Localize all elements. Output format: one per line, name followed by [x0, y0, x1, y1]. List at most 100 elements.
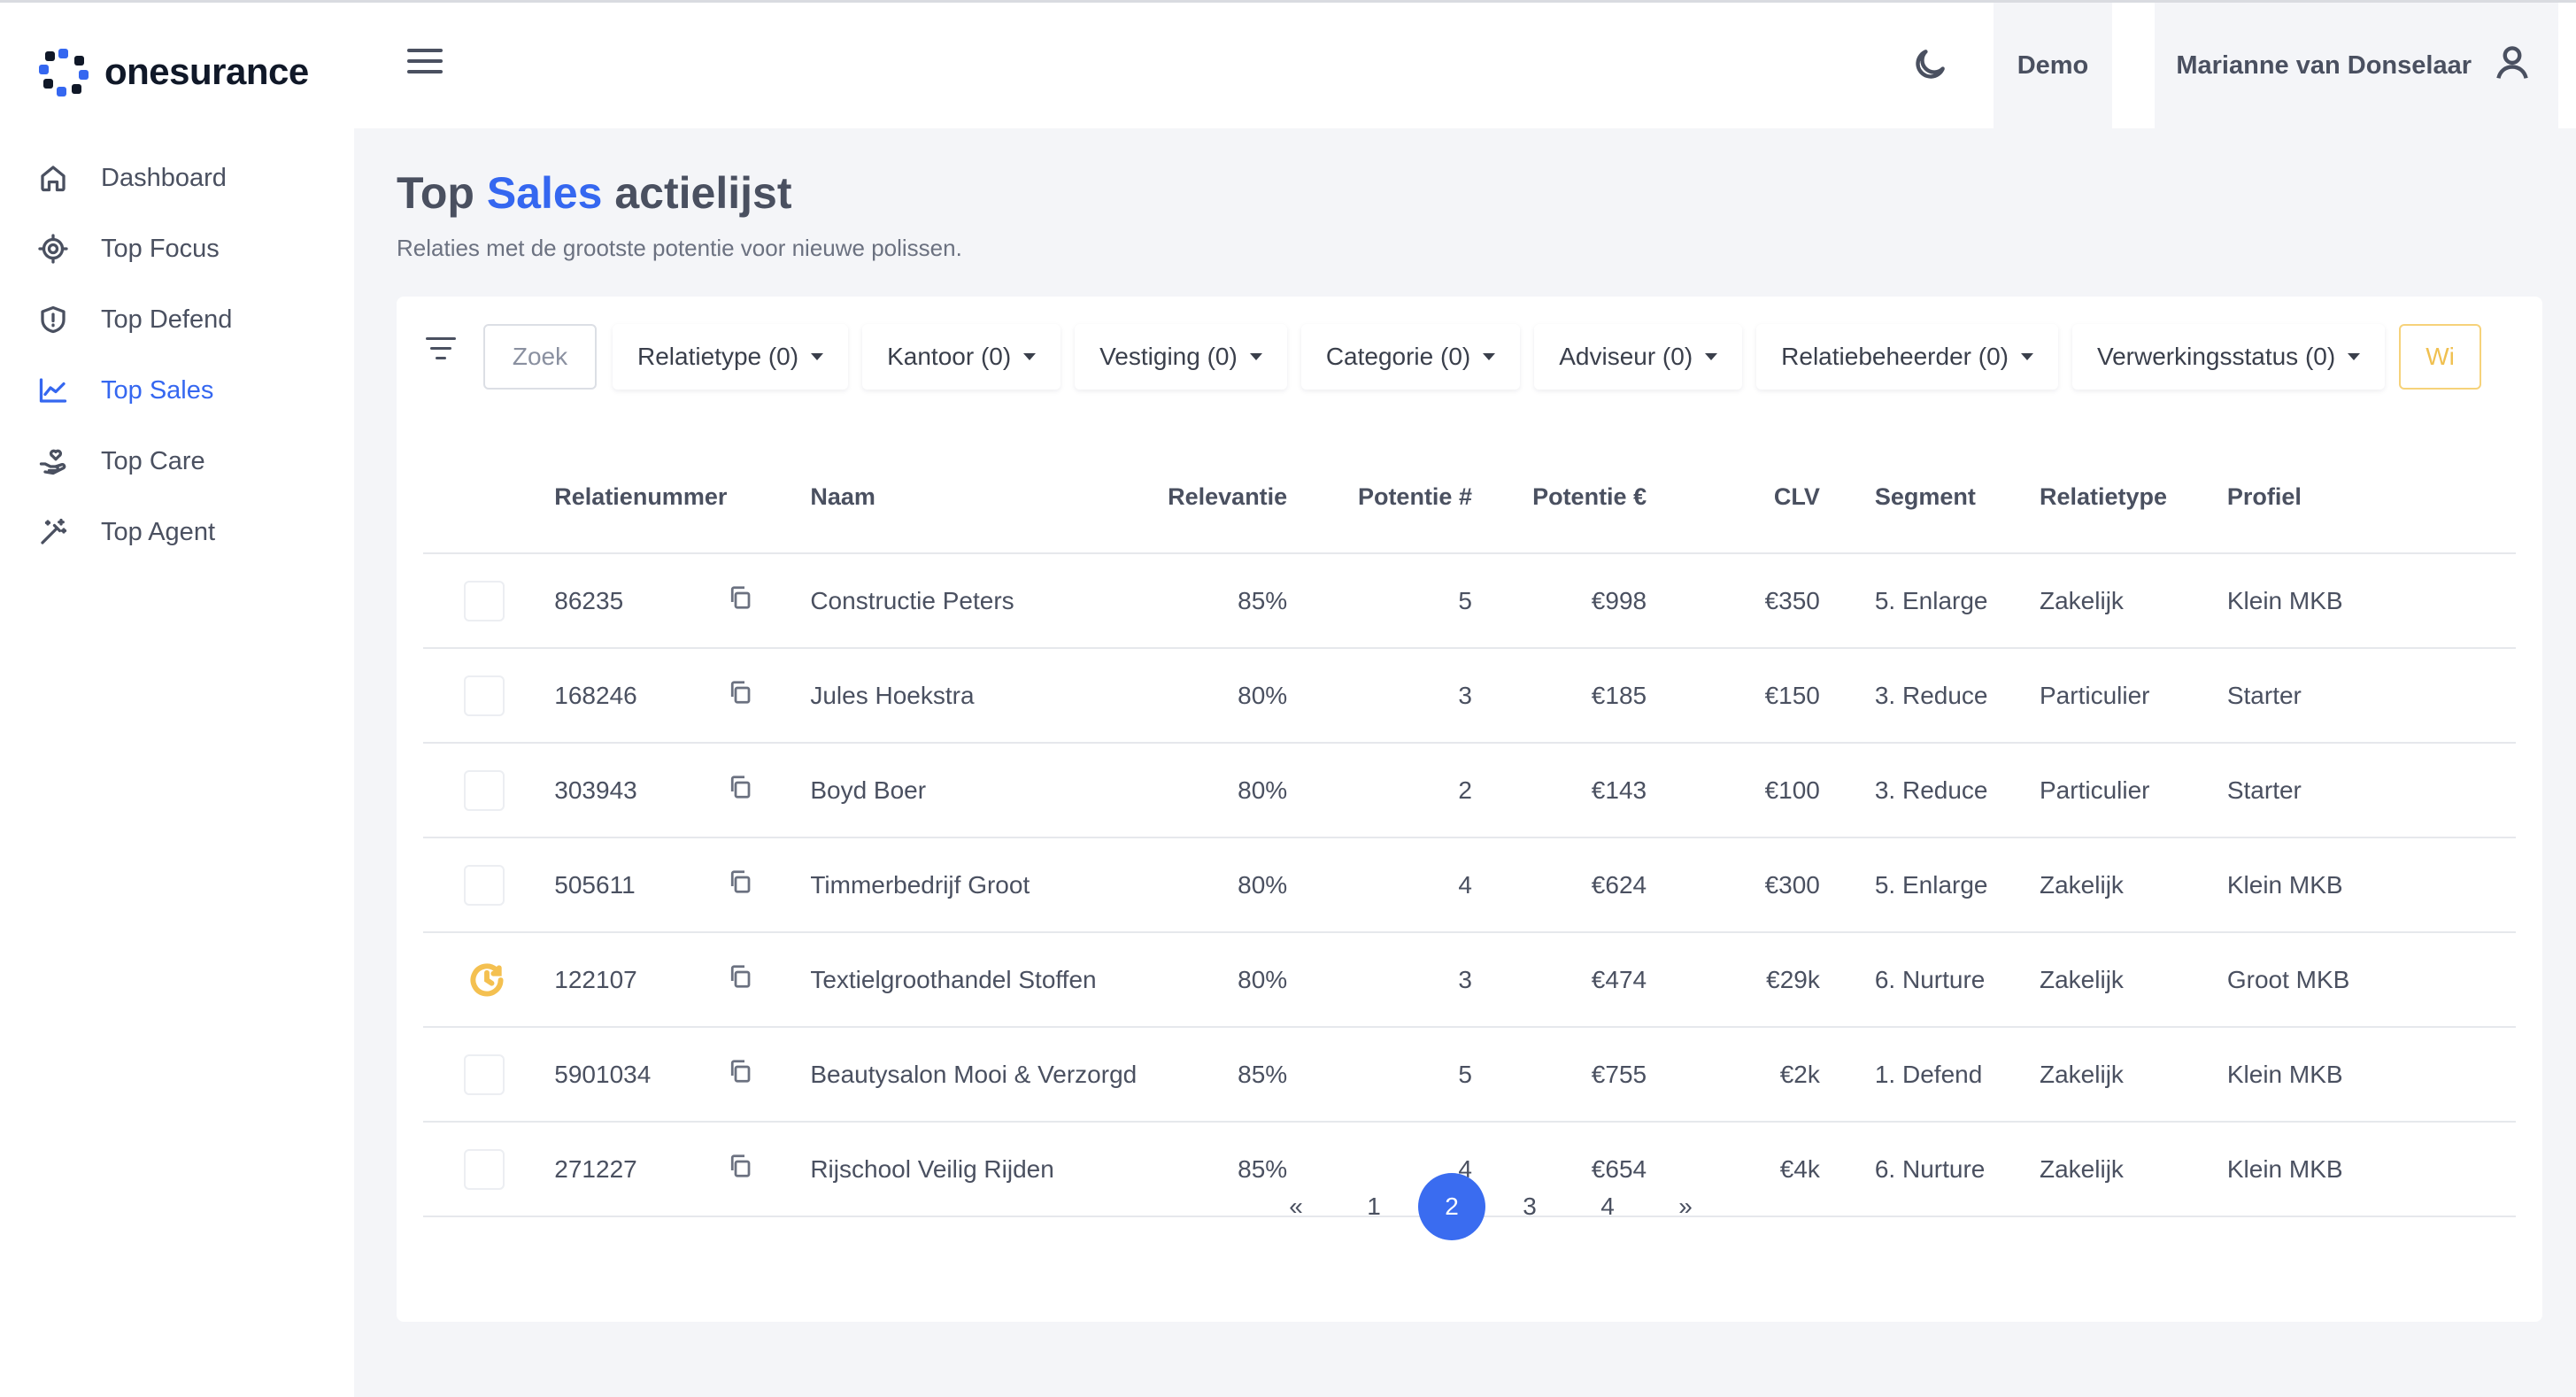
sidebar-item-label: Top Sales [101, 375, 214, 405]
cell-status [423, 1027, 555, 1123]
sidebar-item-top-defend[interactable]: Top Defend [35, 284, 336, 355]
table-row[interactable]: 122107 Textielgroothandel Stoffen 80% 3 €474… [423, 932, 2516, 1028]
cell-copy [727, 1122, 811, 1217]
cell-naam[interactable]: Jules Hoekstra [810, 648, 1155, 744]
col-select [423, 429, 555, 554]
cell-relatienummer: 168246 [554, 648, 728, 744]
filter-categorie[interactable]: Categorie (0) [1300, 324, 1521, 390]
sidebar-item-dashboard[interactable]: Dashboard [35, 143, 336, 213]
sidebar-item-label: Dashboard [101, 163, 227, 192]
row-checkbox[interactable] [464, 1054, 505, 1095]
cell-segment: 5. Enlarge [1819, 553, 2040, 649]
pagination-page-4[interactable]: 4 [1600, 1192, 1615, 1220]
cell-potentie-aantal: 3 [1287, 932, 1472, 1028]
col-naam[interactable]: Naam [810, 429, 1155, 554]
cell-naam[interactable]: Boyd Boer [810, 743, 1155, 838]
caret-down-icon [1023, 353, 1037, 360]
caret-down-icon [1705, 353, 1718, 360]
copy-icon[interactable] [727, 1060, 753, 1090]
cell-segment: 6. Nurture [1819, 932, 2040, 1028]
pagination-page-1[interactable]: 1 [1367, 1192, 1381, 1220]
filter-verwerkingsstatus[interactable]: Verwerkingsstatus (0) [2071, 324, 2386, 390]
pagination-page-2-current[interactable]: 2 [1413, 1173, 1491, 1240]
search-input[interactable]: Zoek [483, 324, 597, 390]
cell-potentie-euro: €624 [1471, 837, 1647, 933]
filter-kantoor[interactable]: Kantoor (0) [862, 324, 1061, 390]
cell-profiel: Starter [2226, 648, 2516, 744]
cell-relatietype: Zakelijk [2040, 1027, 2227, 1123]
cell-relatienummer: 505611 [554, 837, 728, 933]
cell-naam[interactable]: Constructie Peters [810, 553, 1155, 649]
col-relatienummer[interactable]: Relatienummer [554, 429, 728, 554]
filter-relatietype[interactable]: Relatietype (0) [613, 324, 849, 390]
cell-relatienummer: 86235 [554, 553, 728, 649]
row-checkbox[interactable] [464, 864, 505, 906]
col-potentie-euro[interactable]: Potentie € [1471, 429, 1647, 554]
in-progress-clock-icon[interactable] [467, 961, 506, 1000]
cell-relatienummer: 303943 [554, 743, 728, 838]
cell-relevantie: 85% [1154, 1027, 1288, 1123]
filter-vestiging[interactable]: Vestiging (0) [1075, 324, 1287, 390]
cell-segment: 5. Enlarge [1819, 837, 2040, 933]
sidebar-item-top-focus[interactable]: Top Focus [35, 213, 336, 284]
row-checkbox[interactable] [464, 769, 505, 811]
cell-potentie-aantal: 3 [1287, 648, 1472, 744]
cell-potentie-aantal: 5 [1287, 1027, 1472, 1123]
sidebar-nav: Dashboard Top Focus Top Defend Top Sales… [35, 143, 336, 567]
copy-icon[interactable] [727, 965, 753, 995]
table-row[interactable]: 168246 Jules Hoekstra 80% 3 €185 €150 3. Reduc… [423, 648, 2516, 744]
copy-icon[interactable] [727, 681, 753, 711]
menu-toggle-icon[interactable] [407, 49, 443, 79]
table-row[interactable]: 303943 Boyd Boer 80% 2 €143 €100 3. Reduce Part… [423, 743, 2516, 838]
row-checkbox[interactable] [464, 675, 505, 716]
brand-logo[interactable]: onesurance [39, 47, 309, 96]
page-title: Top Sales actielijst [397, 168, 792, 218]
cell-profiel: Starter [2226, 743, 2516, 838]
cell-naam[interactable]: Textielgroothandel Stoffen [810, 932, 1155, 1028]
sidebar-item-top-agent[interactable]: Top Agent [35, 497, 336, 567]
table-row[interactable]: 271227 Rijschool Veilig Rijden 85% 4 €654 €4k… [423, 1122, 2516, 1217]
col-profiel[interactable]: Profiel [2226, 429, 2516, 554]
col-relatietype[interactable]: Relatietype [2040, 429, 2227, 554]
pagination-next[interactable]: » [1678, 1192, 1693, 1220]
filter-icon[interactable] [425, 337, 457, 364]
col-segment[interactable]: Segment [1819, 429, 2040, 554]
col-relevantie[interactable]: Relevantie [1154, 429, 1288, 554]
cell-relatietype: Particulier [2040, 648, 2227, 744]
cell-naam[interactable]: Rijschool Veilig Rijden [810, 1122, 1155, 1217]
filter-adviseur[interactable]: Adviseur (0) [1534, 324, 1743, 390]
dark-mode-moon-icon[interactable] [1910, 45, 1949, 84]
col-clv[interactable]: CLV [1647, 429, 1820, 554]
cell-relatietype: Particulier [2040, 743, 2227, 838]
cell-relatienummer: 271227 [554, 1122, 728, 1217]
cell-segment: 3. Reduce [1819, 743, 2040, 838]
row-checkbox[interactable] [464, 1148, 505, 1190]
row-checkbox[interactable] [464, 580, 505, 621]
pagination-prev[interactable]: « [1289, 1192, 1303, 1220]
demo-button[interactable]: Demo [1994, 3, 2112, 128]
sidebar-item-top-care[interactable]: Top Care [35, 426, 336, 497]
cell-clv: €29k [1647, 932, 1820, 1028]
copy-icon[interactable] [727, 586, 753, 616]
copy-icon[interactable] [727, 870, 753, 900]
copy-icon[interactable] [727, 776, 753, 806]
col-potentie-aantal[interactable]: Potentie # [1287, 429, 1472, 554]
sidebar-item-top-sales[interactable]: Top Sales [35, 355, 336, 426]
trend-icon [35, 373, 71, 408]
filter-relatiebeheerder[interactable]: Relatiebeheerder (0) [1756, 324, 2058, 390]
table-row[interactable]: 5901034 Beautysalon Mooi & Verzorgd 85% 5 €7… [423, 1027, 2516, 1123]
table-row[interactable]: 86235 Constructie Peters 85% 5 €998 €350 5. En… [423, 553, 2516, 649]
cell-potentie-euro: €998 [1471, 553, 1647, 649]
cell-relatietype: Zakelijk [2040, 553, 2227, 649]
copy-icon[interactable] [727, 1154, 753, 1185]
cell-clv: €4k [1647, 1122, 1820, 1217]
cell-naam[interactable]: Beautysalon Mooi & Verzorgd [810, 1027, 1155, 1123]
cell-naam[interactable]: Timmerbedrijf Groot [810, 837, 1155, 933]
user-menu[interactable]: Marianne van Donselaar [2155, 3, 2558, 128]
page-subtitle: Relaties met de grootste potentie voor n… [397, 235, 962, 261]
table-row[interactable]: 505611 Timmerbedrijf Groot 80% 4 €624 €300 5. … [423, 837, 2516, 933]
cell-segment: 3. Reduce [1819, 648, 2040, 744]
filter-cut-off-button[interactable]: Wi [2399, 324, 2481, 390]
cell-potentie-aantal: 4 [1287, 837, 1472, 933]
pagination-page-3[interactable]: 3 [1523, 1192, 1537, 1220]
